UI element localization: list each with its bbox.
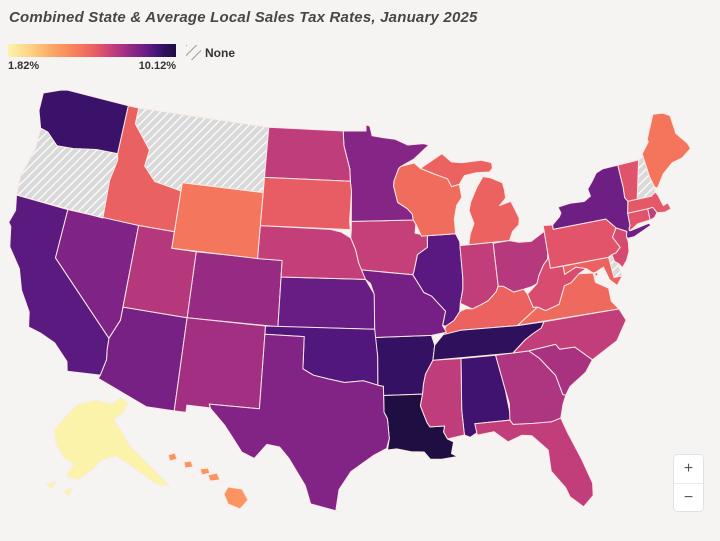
legend-min-label: 1.82% xyxy=(8,60,40,72)
state-DC[interactable] xyxy=(594,272,599,277)
state-SC[interactable] xyxy=(528,343,593,396)
state-RI[interactable] xyxy=(647,206,658,221)
legend: 1.82% 10.12% None xyxy=(8,44,235,72)
state-MS[interactable] xyxy=(419,358,465,440)
state-TN[interactable] xyxy=(432,321,545,361)
legend-gradient-bar xyxy=(8,44,176,57)
states-layer xyxy=(8,89,691,513)
state-HI[interactable] xyxy=(167,452,249,510)
state-VT[interactable] xyxy=(617,159,640,202)
state-MT[interactable] xyxy=(134,107,270,194)
state-MO[interactable] xyxy=(359,269,447,338)
state-TX[interactable] xyxy=(208,333,390,513)
state-ME[interactable] xyxy=(641,112,691,189)
map-zoom-controls: + − xyxy=(673,454,704,512)
state-CO[interactable] xyxy=(186,251,283,328)
state-PA[interactable] xyxy=(542,218,621,269)
state-SD[interactable] xyxy=(259,176,352,231)
state-WI[interactable] xyxy=(393,162,463,237)
none-hatch-icon xyxy=(186,45,201,60)
legend-labels: 1.82% 10.12% xyxy=(8,60,176,72)
state-CA[interactable] xyxy=(8,194,110,376)
legend-none-item: None xyxy=(186,45,235,60)
state-WV[interactable] xyxy=(527,252,587,312)
state-KS[interactable] xyxy=(277,276,376,330)
state-WA[interactable] xyxy=(38,89,129,155)
state-WY[interactable] xyxy=(171,182,264,260)
legend-max-label: 10.12% xyxy=(138,60,176,72)
chart-title: Combined State & Average Local Sales Tax… xyxy=(9,9,478,26)
zoom-out-button[interactable]: − xyxy=(674,483,703,511)
state-NH[interactable] xyxy=(636,153,656,200)
zoom-in-button[interactable]: + xyxy=(674,455,703,483)
state-ND[interactable] xyxy=(264,126,351,182)
legend-none-label: None xyxy=(205,45,235,60)
state-NE[interactable] xyxy=(257,225,366,280)
state-AK[interactable] xyxy=(45,397,171,497)
legend-color-scale: 1.82% 10.12% xyxy=(8,44,176,72)
state-FL[interactable] xyxy=(474,417,594,508)
state-NM[interactable] xyxy=(173,317,266,413)
state-NV[interactable] xyxy=(55,209,140,339)
